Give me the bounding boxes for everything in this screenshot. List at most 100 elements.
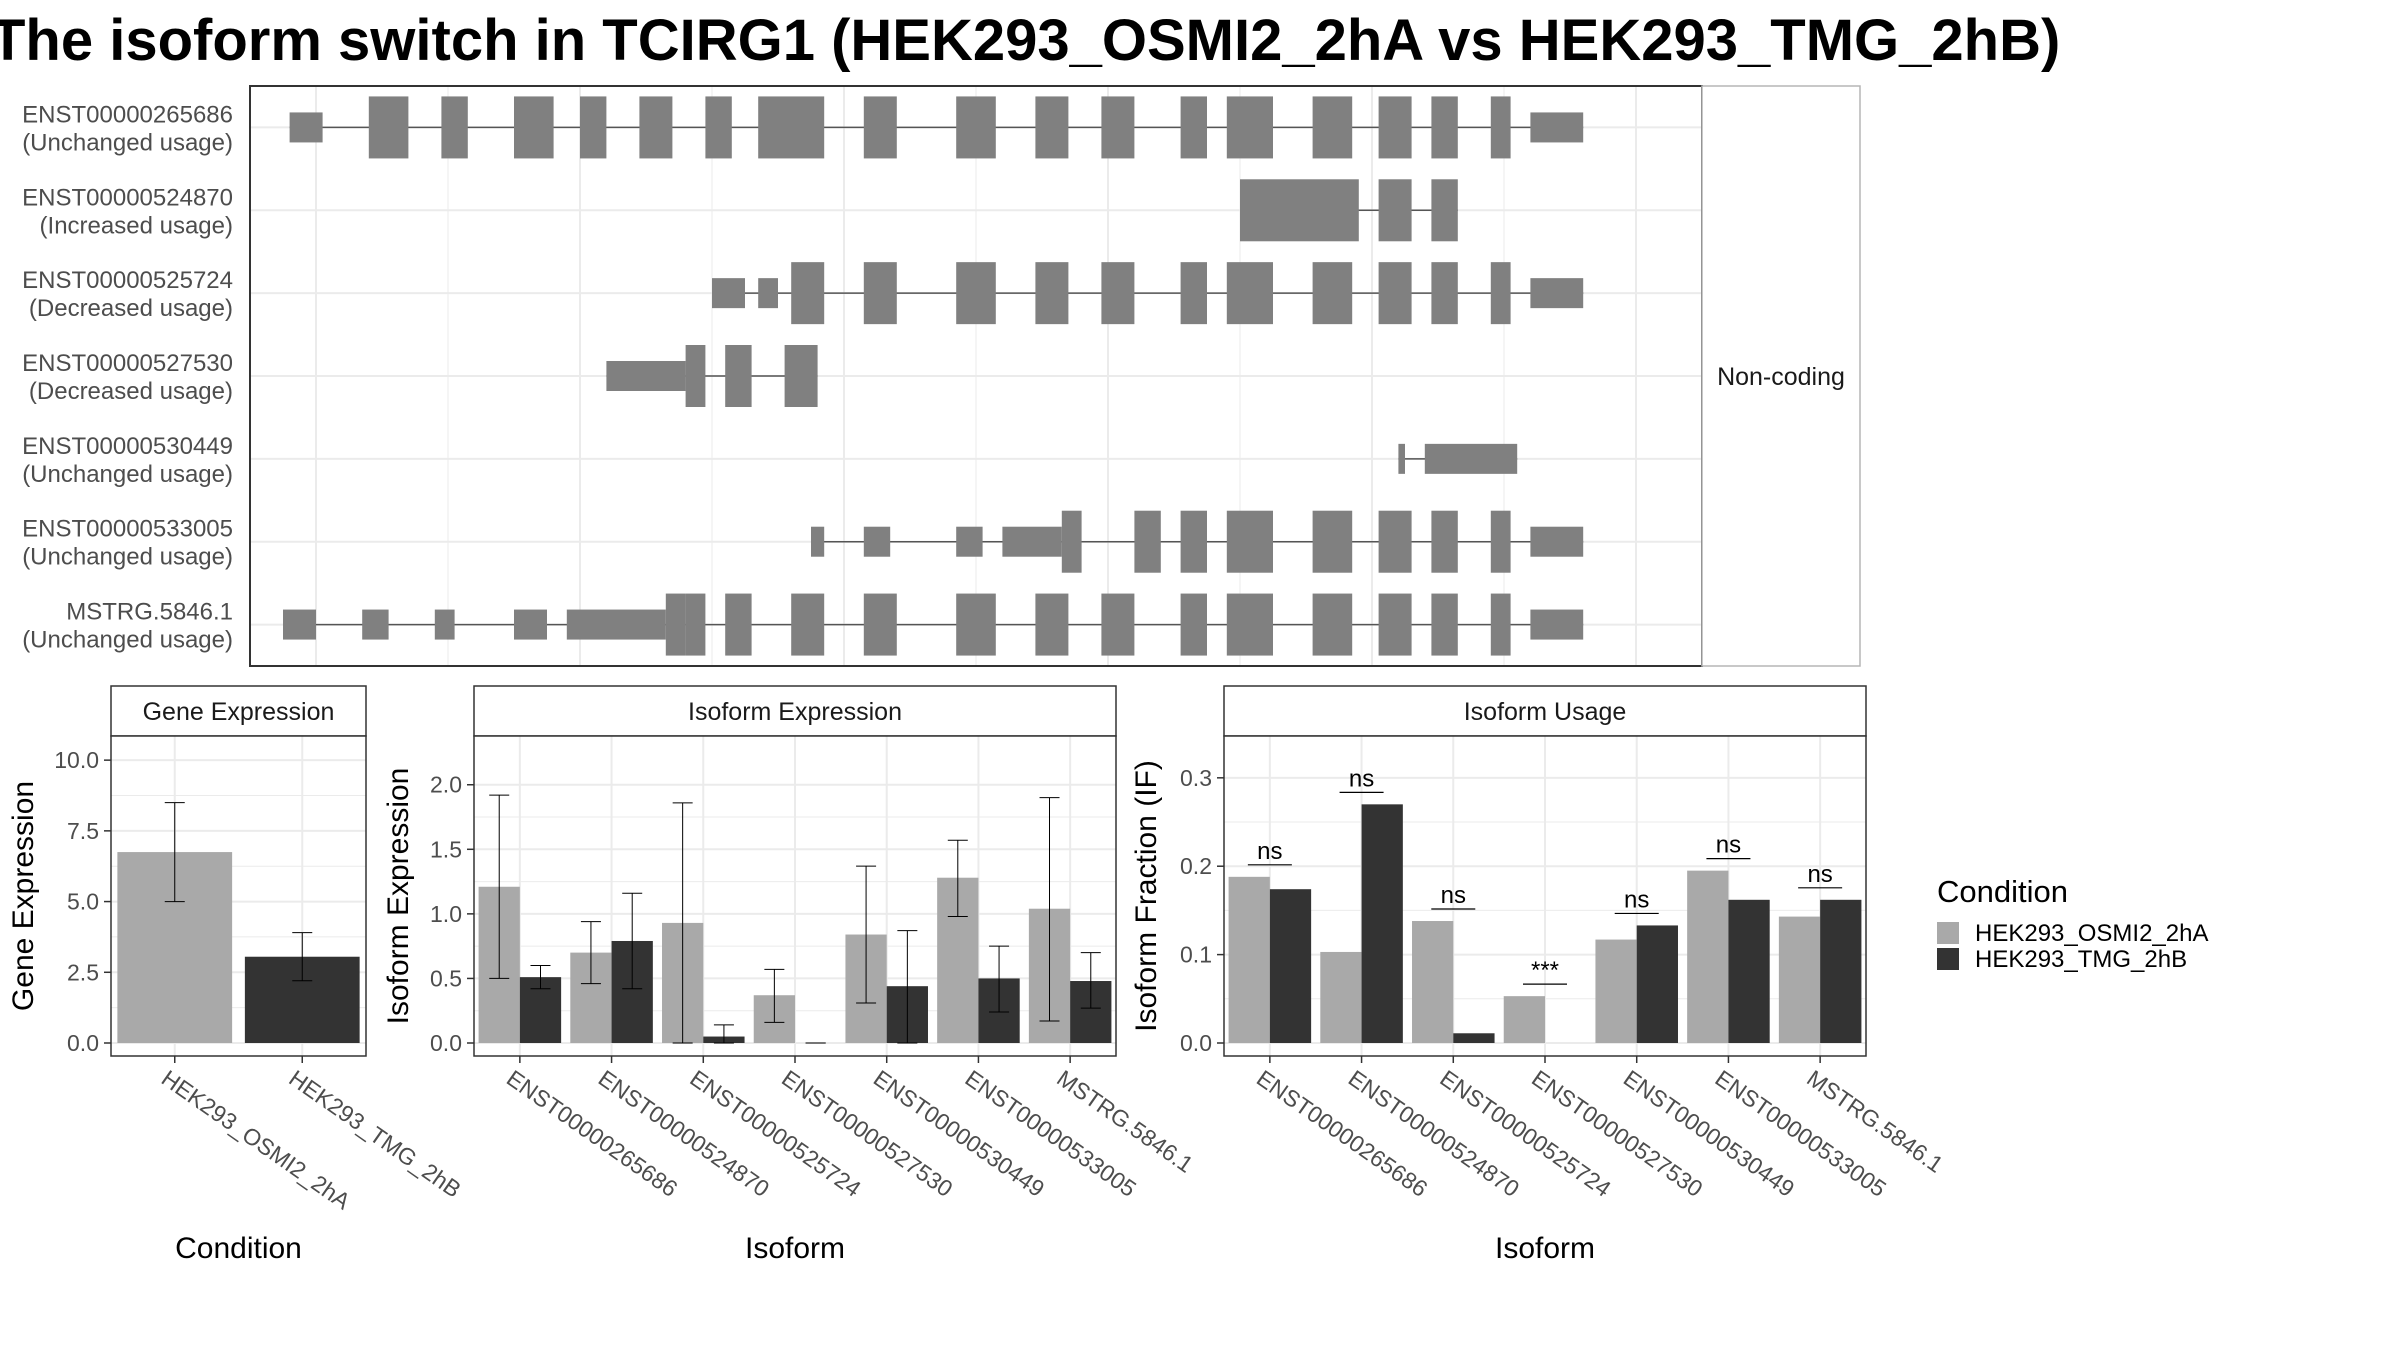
isoform-expression-panel-border [473, 735, 1117, 1057]
utr-block [956, 526, 983, 557]
legend-title: Condition [1937, 874, 2068, 909]
utr-block [514, 609, 547, 640]
isoform-usage-bar [1412, 921, 1454, 1043]
gene-expression-strip-title: Gene Expression [143, 698, 335, 726]
isoform-usage-bar [1820, 899, 1862, 1043]
isoform-expression-strip [473, 685, 1117, 737]
gene-expression-ytick-label: 2.5 [67, 959, 99, 985]
exon-block [1226, 262, 1273, 325]
isoform-usage-bar [1687, 870, 1729, 1043]
exon-block [863, 96, 897, 159]
utr-block [1002, 526, 1062, 557]
transcript-usage-label: (Unchanged usage) [22, 544, 233, 571]
transcript-id-label: ENST00000265686 [22, 101, 233, 128]
isoform-usage-bar [1778, 916, 1821, 1043]
isoform-expression-xtick-label: ENST00000530449 [869, 1065, 1049, 1202]
exon-block [1180, 593, 1207, 656]
exon-block [441, 96, 468, 159]
legend-item-label: HEK293_OSMI2_2hA [1975, 920, 2208, 947]
isoform-usage-ytick-label: 0.3 [1180, 765, 1212, 791]
isoform-usage-xtick-label: ENST00000525724 [1435, 1065, 1616, 1202]
isoform-usage-ytick-label: 0.1 [1180, 942, 1212, 968]
exon-block [956, 96, 996, 159]
isoform-usage-bar [1728, 899, 1770, 1043]
exon-block [1101, 262, 1135, 325]
transcript-usage-label: (Decreased usage) [29, 295, 233, 322]
isoform-usage-xtick-label: ENST00000265686 [1252, 1065, 1432, 1202]
exon-block [1101, 593, 1135, 656]
isoform-expression-xlabel: Isoform [745, 1232, 845, 1265]
facet-strip [1701, 85, 1861, 667]
isoform-expression-ytick-label: 1.5 [430, 836, 462, 862]
exon-block [863, 593, 897, 656]
gene-expression-ytick-label: 5.0 [67, 889, 99, 915]
utr-block [434, 609, 455, 640]
isoform-usage-significance-label: ns [1716, 832, 1741, 859]
utr-block [863, 526, 891, 557]
exon-block [685, 345, 706, 407]
exon-block [725, 593, 752, 656]
exon-block [791, 593, 825, 656]
exon-block [1490, 593, 1511, 656]
exon-block [1490, 510, 1511, 573]
exon-block [1134, 510, 1161, 573]
exon-block [1378, 510, 1412, 573]
exon-block [863, 262, 897, 325]
isoform-usage-bar [1320, 951, 1362, 1043]
isoform-usage-ytick-label: 0.0 [1180, 1030, 1212, 1056]
exon-block [758, 96, 825, 159]
isoform-usage-significance-label: ns [1349, 765, 1374, 792]
exon-block [1101, 96, 1135, 159]
isoform-expression-ytick-label: 0.0 [430, 1030, 462, 1056]
isoform-usage-significance-label: *** [1531, 957, 1559, 984]
gene-expression-ytick-label: 10.0 [54, 747, 99, 773]
isoform-usage-panel-border [1223, 735, 1867, 1057]
figure-title: The isoform switch in TCIRG1 (HEK293_OSM… [0, 8, 2060, 73]
exon-block [1180, 510, 1207, 573]
isoform-usage-strip-title: Isoform Usage [1464, 698, 1627, 726]
isoform-usage-significance-label: ns [1624, 886, 1649, 913]
exon-block [1061, 510, 1082, 573]
transcript-usage-label: (Decreased usage) [29, 378, 233, 405]
exon-block [665, 593, 686, 656]
isoform-usage-ylabel: Isoform Fraction (IF) [1130, 760, 1163, 1032]
exon-block [1378, 179, 1412, 242]
utr-block [606, 361, 686, 391]
isoform-expression-xtick-label: ENST00000265686 [502, 1065, 682, 1202]
exon-block [639, 96, 673, 159]
isoform-usage-bar [1453, 1033, 1495, 1043]
transcript-id-label: ENST00000530449 [22, 433, 233, 460]
exon-block [1431, 262, 1458, 325]
isoform-expression-ytick-label: 1.0 [430, 901, 462, 927]
exon-block [1490, 96, 1511, 159]
exon-block [368, 96, 409, 159]
exon-block [1226, 96, 1273, 159]
gene-expression-ylabel: Gene Expression [7, 781, 40, 1011]
transcript-usage-label: (Unchanged usage) [22, 627, 233, 654]
exon-block [1378, 96, 1412, 159]
exon-block [705, 96, 732, 159]
exon-block [791, 262, 825, 325]
exon-block [685, 593, 706, 656]
exon-block [1035, 96, 1069, 159]
isoform-usage-bar [1503, 996, 1545, 1043]
transcript-id-label: ENST00000524870 [22, 184, 233, 211]
exon-block [956, 593, 996, 656]
isoform-expression-ytick-label: 2.0 [430, 772, 462, 798]
utr-block [1530, 112, 1584, 143]
legend-key-a [1937, 922, 1959, 944]
exon-block [580, 96, 607, 159]
isoform-usage-ytick-label: 0.2 [1180, 853, 1212, 879]
transcript-id-label: MSTRG.5846.1 [66, 599, 233, 626]
utr-block [811, 526, 825, 557]
utr-block [1424, 443, 1518, 474]
exon-block [1312, 510, 1353, 573]
exon-block [956, 262, 996, 325]
exon-block [1180, 96, 1207, 159]
isoform-usage-xtick-label: ENST00000524870 [1344, 1065, 1524, 1202]
isoform-expression-xtick-label: ENST00000527530 [777, 1065, 957, 1202]
isoform-usage-xtick-label: ENST00000527530 [1527, 1065, 1707, 1202]
isoform-expression-ytick-label: 0.5 [430, 965, 462, 991]
isoform-usage-significance-label: ns [1807, 861, 1832, 888]
